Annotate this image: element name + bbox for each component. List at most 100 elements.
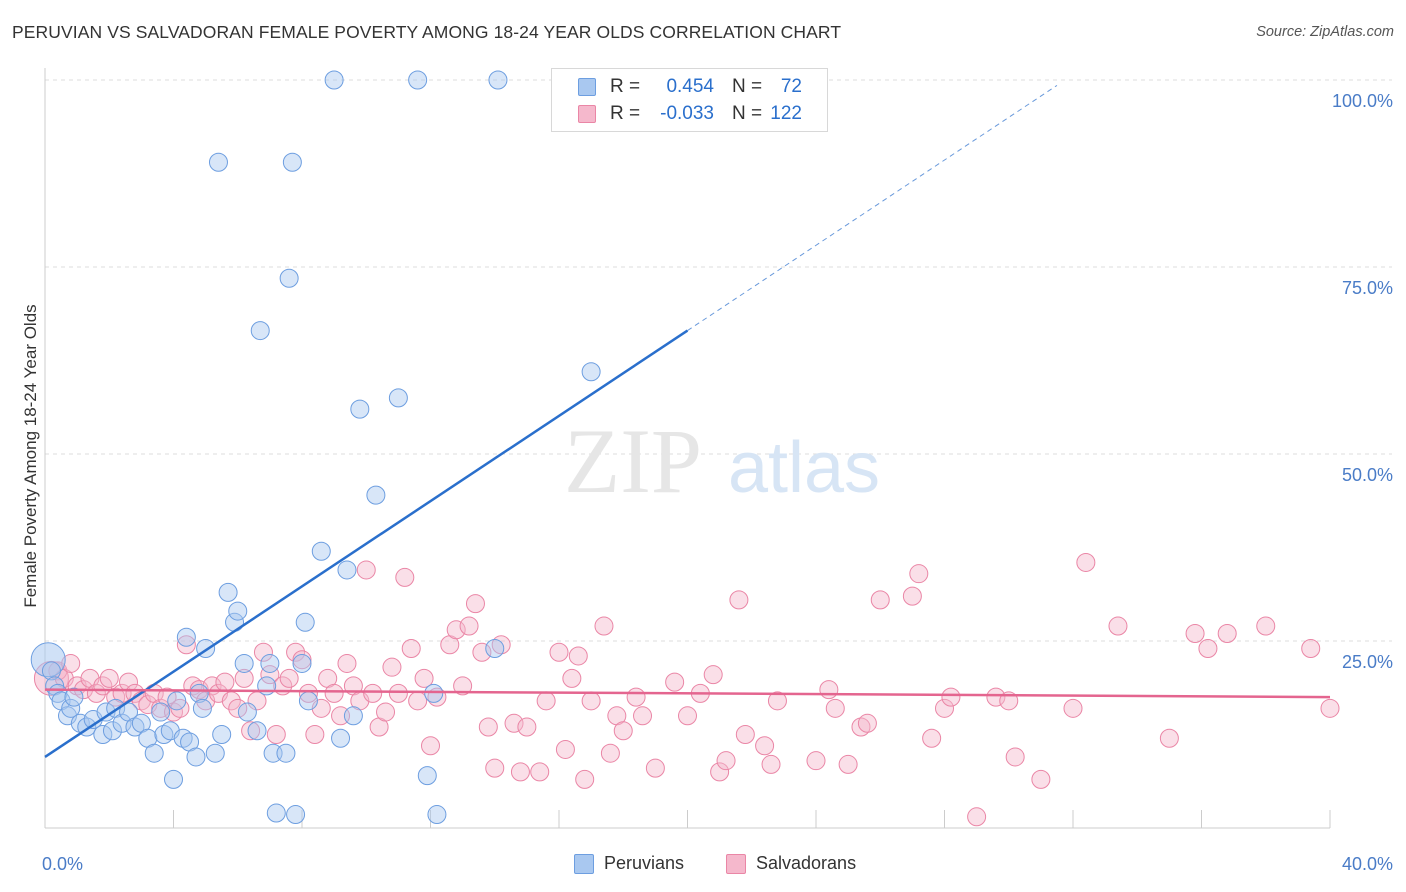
- salvadoran-point: [1076, 552, 1096, 572]
- x-tick-label: 40.0%: [1342, 854, 1393, 874]
- peruvian-point: [331, 728, 351, 748]
- trend-lines: [44, 85, 1331, 758]
- salvadoran-point: [806, 751, 826, 771]
- salvadoran-point: [363, 683, 383, 703]
- peruvian-point: [102, 721, 122, 741]
- peruvian-point: [581, 362, 601, 382]
- legend-swatch-peruvians: [578, 78, 596, 96]
- salvadoran-point: [279, 668, 299, 688]
- salvadoran-point: [581, 691, 601, 711]
- salvadoran-point: [761, 754, 781, 774]
- salvadoran-point: [716, 751, 736, 771]
- salvadoran-point: [176, 635, 196, 655]
- peruvian-point: [154, 725, 174, 744]
- peruvian-point: [282, 152, 302, 172]
- salvadoran-point: [645, 758, 665, 778]
- peruvian-point: [286, 805, 306, 825]
- salvadoran-point: [382, 657, 402, 677]
- salvadoran-trend-line: [44, 688, 1331, 699]
- salvadoran-point: [825, 698, 845, 718]
- salvadoran-point: [465, 594, 485, 614]
- salvadoran-point: [909, 564, 929, 584]
- chart-title: PERUVIAN VS SALVADORAN FEMALE POVERTY AM…: [12, 22, 842, 42]
- salvadoran-point: [337, 653, 357, 673]
- peruvian-point: [250, 321, 270, 341]
- salvadoran-point: [485, 758, 505, 778]
- grid-lines: [45, 79, 1392, 642]
- peruvian-point: [167, 691, 187, 711]
- peruvian-point: [266, 803, 286, 823]
- peruvian-trend-line: [44, 329, 689, 758]
- salvadoran-point: [99, 668, 119, 688]
- peruvian-point: [205, 743, 225, 763]
- legend-label-peruvians: Peruvians: [604, 853, 685, 873]
- salvadoran-point: [1063, 698, 1083, 718]
- peruvian-point: [189, 683, 209, 703]
- legend-row-peruvians: R = 0.454 N = 72: [552, 73, 827, 101]
- legend-n-label: N =: [732, 76, 763, 97]
- peruvian-points: [30, 70, 601, 825]
- salvadoran-point: [298, 683, 318, 703]
- salvadoran-point: [215, 672, 235, 692]
- salvadoran-point: [555, 739, 575, 759]
- salvadoran-point: [421, 736, 440, 756]
- peruvian-point: [208, 152, 228, 172]
- legend-swatch-peruvians: [574, 854, 594, 874]
- salvadoran-point: [838, 754, 858, 774]
- series-legend: Peruvians Salvadorans: [0, 852, 1406, 876]
- peruvian-point: [276, 743, 296, 763]
- salvadoran-point: [376, 702, 396, 722]
- legend-n-value: 122: [770, 103, 802, 124]
- salvadoran-point: [408, 691, 428, 711]
- peruvian-point: [424, 683, 444, 703]
- peruvian-point: [192, 698, 212, 718]
- salvadoran-point: [922, 728, 942, 748]
- salvadoran-point: [305, 725, 325, 744]
- salvadoran-point: [967, 807, 987, 827]
- salvadoran-point: [241, 721, 261, 741]
- salvadoran-point: [228, 698, 248, 718]
- peruvian-point: [247, 721, 267, 741]
- y-tick-label: 100.0%: [1332, 91, 1393, 111]
- salvadoran-point: [478, 717, 498, 737]
- peruvian-point: [30, 642, 66, 678]
- peruvian-point: [295, 612, 315, 632]
- salvadoran-point: [870, 590, 890, 610]
- peruvian-point: [186, 747, 206, 767]
- salvadoran-point: [1159, 728, 1179, 748]
- salvadoran-point: [356, 560, 376, 580]
- y-tick-label: 75.0%: [1342, 278, 1393, 298]
- y-tick-label: 25.0%: [1342, 652, 1393, 672]
- salvadoran-point: [735, 725, 755, 744]
- legend-n-value: 72: [780, 76, 802, 97]
- axes: [44, 68, 1331, 829]
- peruvian-point: [488, 70, 508, 90]
- salvadoran-point: [633, 706, 653, 726]
- y-tick-label: 50.0%: [1342, 465, 1393, 485]
- peruvian-point: [408, 70, 428, 90]
- salvadoran-point: [678, 706, 697, 726]
- salvadoran-point: [1185, 624, 1205, 644]
- peruvian-point: [41, 661, 61, 681]
- peruvian-point: [173, 728, 193, 748]
- salvadoran-point: [941, 687, 961, 707]
- salvadoran-point: [253, 642, 273, 662]
- peruvian-point: [388, 388, 408, 408]
- salvadoran-point: [575, 769, 595, 789]
- legend-swatch-salvadorans: [726, 854, 746, 874]
- salvadoran-point: [536, 691, 556, 711]
- peruvian-point: [234, 653, 254, 673]
- salvadoran-point: [935, 698, 954, 718]
- salvadoran-point: [1301, 638, 1321, 658]
- salvadoran-point: [549, 642, 569, 662]
- watermark-atlas: atlas: [728, 428, 880, 508]
- peruvian-point: [144, 743, 164, 763]
- peruvian-point: [311, 541, 331, 561]
- salvadoran-point: [703, 665, 723, 685]
- salvadoran-point: [446, 620, 466, 640]
- peruvian-point: [96, 702, 116, 722]
- salvadoran-point: [1108, 616, 1128, 636]
- salvadoran-point: [986, 687, 1006, 707]
- salvadoran-point: [324, 683, 344, 703]
